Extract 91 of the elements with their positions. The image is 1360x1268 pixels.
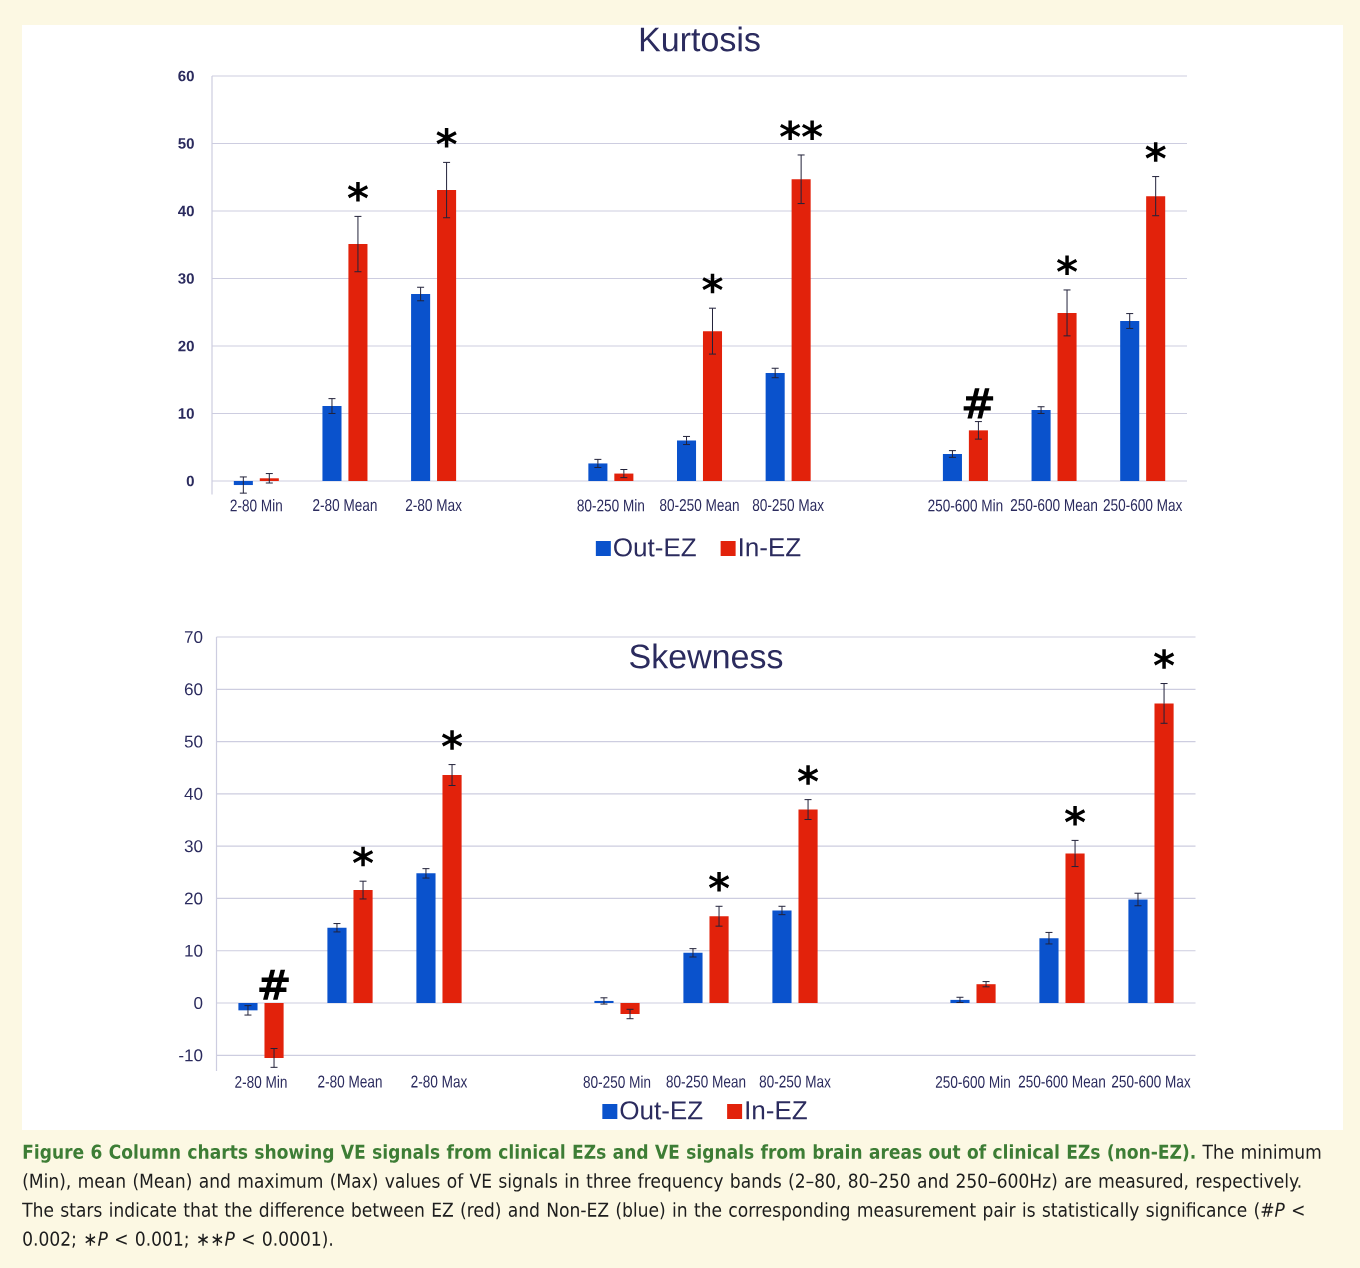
x-tick-label: 80-250 Max bbox=[759, 1075, 831, 1088]
legend-label: In-EZ bbox=[740, 538, 801, 557]
annotation: # bbox=[963, 388, 994, 419]
bar bbox=[233, 480, 253, 486]
text: 0.002; ∗P < 0.001; ∗∗P < 0.0001). bbox=[23, 1231, 332, 1249]
legend-label: In-EZ bbox=[746, 1101, 807, 1120]
annotation: * bbox=[441, 730, 463, 750]
annotation: * bbox=[1153, 649, 1175, 669]
bar bbox=[1128, 899, 1148, 1004]
caption: Figure 6 Column charts showing VE signals from clinical EZs and VE signals from brain areas out of clinical EZs (non-EZ). bbox=[23, 1144, 1195, 1163]
annotation: ** bbox=[780, 120, 823, 141]
bar bbox=[676, 440, 697, 481]
bar bbox=[1031, 410, 1051, 481]
y-tick-label: 0 bbox=[186, 475, 194, 487]
bar bbox=[442, 775, 462, 1004]
annotation: * bbox=[1056, 255, 1078, 276]
x-tick-label: 250-600 Min bbox=[928, 499, 1003, 512]
annotation: * bbox=[797, 765, 819, 785]
x-tick-label: 250-600 Max bbox=[1103, 499, 1183, 512]
annotation: * bbox=[352, 846, 374, 867]
bar bbox=[976, 984, 996, 1004]
y-tick-label: 0 bbox=[194, 997, 203, 1010]
bar bbox=[327, 927, 347, 1004]
annotation: * bbox=[347, 182, 369, 202]
bar bbox=[259, 478, 279, 481]
bar bbox=[1039, 938, 1059, 1004]
x-tick-label: 2-80 Max bbox=[405, 499, 462, 512]
bar bbox=[1120, 321, 1140, 481]
y-tick-label: 20 bbox=[184, 892, 203, 905]
bar bbox=[765, 372, 785, 481]
x-tick-label: 250-600 Min bbox=[935, 1075, 1010, 1089]
y-tick-label: -10 bbox=[179, 1049, 203, 1062]
x-tick-label: 2-80 Mean bbox=[313, 499, 377, 512]
bar bbox=[791, 179, 811, 481]
bar bbox=[683, 952, 703, 1004]
bar bbox=[620, 1003, 640, 1014]
x-tick-label: 2-80 Mean bbox=[318, 1075, 382, 1088]
bar bbox=[1146, 196, 1166, 481]
x-tick-label: 80-250 Mean bbox=[666, 1075, 746, 1088]
y-tick-label: 40 bbox=[184, 787, 203, 800]
bar bbox=[416, 873, 436, 1004]
annotation: * bbox=[708, 871, 730, 892]
text: (Min), mean (Mean) and maximum (Max) values of VE signals in three frequency bands (2–80, 80–250 and 250–600Hz) are measured, respectively. bbox=[23, 1173, 1301, 1192]
x-tick-label: 2-80 Min bbox=[230, 499, 282, 512]
annotation: * bbox=[1145, 142, 1166, 162]
bar bbox=[411, 294, 431, 481]
legend-label: Out-EZ bbox=[620, 1101, 703, 1120]
bar bbox=[322, 406, 342, 481]
text: The stars indicate that the difference between EZ (red) and Non-EZ (blue) in the corresponding measurement pair is statistically significance (#P < bbox=[22, 1202, 1304, 1221]
bar bbox=[798, 809, 818, 1004]
y-tick-label: 40 bbox=[178, 205, 194, 217]
y-tick-label: 60 bbox=[184, 683, 203, 696]
annotation: * bbox=[1064, 806, 1086, 826]
bar bbox=[1154, 703, 1174, 1004]
annotation: * bbox=[702, 273, 723, 294]
bar bbox=[437, 190, 457, 481]
y-tick-label: 70 bbox=[184, 630, 203, 644]
x-tick-label: 250-600 Mean bbox=[1018, 1075, 1105, 1088]
text: The minimum bbox=[1202, 1144, 1321, 1159]
bar bbox=[968, 430, 988, 481]
bar bbox=[702, 331, 723, 481]
bar bbox=[353, 890, 373, 1004]
x-tick-label: 250-600 Max bbox=[1112, 1075, 1191, 1088]
chart-title: Kurtosis bbox=[640, 26, 760, 52]
bar bbox=[1065, 853, 1085, 1004]
bar bbox=[709, 916, 729, 1004]
x-tick-label: 80-250 Min bbox=[577, 499, 644, 512]
x-tick-label: 80-250 Mean bbox=[660, 499, 739, 512]
bar bbox=[772, 910, 792, 1004]
legend-label: Out-EZ bbox=[614, 538, 696, 557]
bar bbox=[1057, 312, 1077, 481]
x-tick-label: 2-80 Max bbox=[411, 1075, 468, 1088]
bar bbox=[942, 453, 962, 481]
y-tick-label: 20 bbox=[178, 340, 194, 352]
x-tick-label: 80-250 Max bbox=[752, 499, 824, 512]
annotation: * bbox=[436, 128, 457, 148]
x-tick-label: 250-600 Mean bbox=[1010, 499, 1097, 512]
annotation: # bbox=[259, 969, 289, 1000]
y-tick-label: 30 bbox=[178, 273, 194, 284]
y-tick-label: 10 bbox=[185, 944, 203, 957]
bar bbox=[348, 244, 368, 481]
bar bbox=[264, 1003, 284, 1058]
x-tick-label: 80-250 Min bbox=[583, 1075, 651, 1089]
bar bbox=[588, 463, 608, 481]
y-tick-label: 10 bbox=[178, 408, 194, 419]
y-tick-label: 50 bbox=[184, 735, 203, 748]
chart-title: Skewness bbox=[630, 643, 783, 669]
x-tick-label: 2-80 Min bbox=[235, 1075, 287, 1089]
y-tick-label: 60 bbox=[178, 70, 194, 82]
y-tick-label: 30 bbox=[184, 840, 203, 853]
y-tick-label: 50 bbox=[178, 138, 194, 149]
